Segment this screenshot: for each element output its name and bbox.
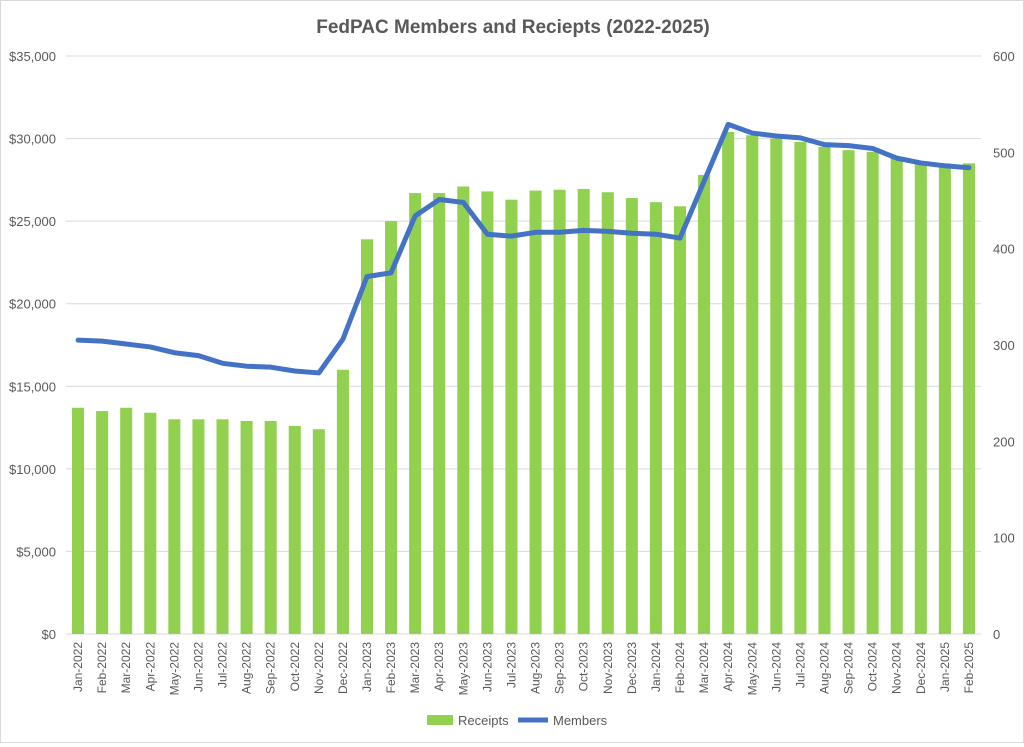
x-tick-label: Apr-2023 xyxy=(432,642,446,692)
bar-receipts xyxy=(698,175,710,634)
y-tick-label: $30,000 xyxy=(9,132,56,147)
legend-members-label: Members xyxy=(553,713,608,728)
x-tick-label: Nov-2023 xyxy=(601,642,615,694)
x-tick-label: Apr-2022 xyxy=(143,642,157,692)
bar-receipts xyxy=(289,426,301,634)
bar-receipts xyxy=(770,139,782,634)
x-tick-label: Jul-2022 xyxy=(216,642,230,688)
x-tick-label: Dec-2022 xyxy=(336,642,350,694)
x-tick-label: Aug-2024 xyxy=(817,642,831,694)
y-tick-label: $0 xyxy=(42,627,56,642)
x-tick-label: Feb-2023 xyxy=(384,642,398,694)
bar-receipts xyxy=(794,142,806,634)
bar-receipts xyxy=(457,186,469,634)
x-tick-label: May-2022 xyxy=(167,642,181,696)
x-tick-label: Aug-2023 xyxy=(529,642,543,694)
bar-receipts xyxy=(505,200,517,634)
x-tick-label: Jan-2022 xyxy=(71,642,85,692)
x-tick-label: Apr-2024 xyxy=(721,642,735,692)
x-tick-label: Feb-2022 xyxy=(95,642,109,694)
bar-receipts xyxy=(650,202,662,634)
x-tick-label: Sep-2024 xyxy=(842,642,856,694)
legend: Receipts Members xyxy=(427,713,608,728)
bar-receipts xyxy=(168,419,180,634)
x-tick-label: Jan-2024 xyxy=(649,642,663,692)
bar-receipts xyxy=(481,191,493,634)
y-tick-label: $15,000 xyxy=(9,379,56,394)
x-tick-label: Mar-2022 xyxy=(119,642,133,694)
x-tick-label: May-2023 xyxy=(456,642,470,696)
x-tick-label: Jul-2024 xyxy=(793,642,807,688)
bar-receipts xyxy=(433,193,445,634)
bar-receipts xyxy=(144,413,156,634)
bar-receipts xyxy=(554,190,566,634)
y-tick-label: $35,000 xyxy=(9,49,56,64)
x-tick-label: Aug-2022 xyxy=(240,642,254,694)
bar-receipts xyxy=(867,152,879,634)
bar-receipts xyxy=(409,193,421,634)
x-tick-label: Jul-2023 xyxy=(504,642,518,688)
bar-receipts xyxy=(602,192,614,634)
bar-receipts xyxy=(265,421,277,634)
legend-receipts-swatch xyxy=(427,715,453,725)
bar-receipts xyxy=(963,163,975,634)
x-tick-label: Oct-2024 xyxy=(866,642,880,692)
x-tick-label: Jan-2025 xyxy=(938,642,952,692)
bar-receipts xyxy=(337,370,349,634)
x-tick-label: Nov-2022 xyxy=(312,642,326,694)
x-tick-label: Oct-2023 xyxy=(577,642,591,692)
bar-receipts xyxy=(818,147,830,634)
bar-receipts xyxy=(722,132,734,634)
bar-receipts xyxy=(120,408,132,634)
line-members xyxy=(78,124,969,373)
chart-title: FedPAC Members and Reciepts (2022-2025) xyxy=(316,17,710,38)
y-tick-label: $25,000 xyxy=(9,214,56,229)
x-tick-label: Jan-2023 xyxy=(360,642,374,692)
y2-tick-label: 400 xyxy=(993,242,1015,257)
y2-tick-label: 200 xyxy=(993,434,1015,449)
bar-receipts xyxy=(891,157,903,634)
x-tick-label: Jun-2022 xyxy=(191,642,205,692)
bar-receipts xyxy=(939,163,951,634)
bar-receipts xyxy=(241,421,253,634)
bar-receipts xyxy=(313,429,325,634)
x-tick-label: Feb-2025 xyxy=(962,642,976,694)
bar-receipts xyxy=(72,408,84,634)
y2-tick-label: 300 xyxy=(993,338,1015,353)
bar-receipts xyxy=(578,189,590,634)
y2-tick-label: 0 xyxy=(993,627,1000,642)
bar-receipts xyxy=(216,419,228,634)
x-tick-label: Dec-2023 xyxy=(625,642,639,694)
bar-receipts xyxy=(843,150,855,634)
bar-receipts xyxy=(746,135,758,634)
bar-receipts xyxy=(385,221,397,634)
x-tick-label: Jun-2023 xyxy=(480,642,494,692)
bar-receipts xyxy=(626,198,638,634)
bar-receipts xyxy=(530,191,542,634)
x-tick-label: Mar-2024 xyxy=(697,642,711,694)
bar-receipts xyxy=(192,419,204,634)
y-tick-label: $20,000 xyxy=(9,297,56,312)
x-tick-label: Oct-2022 xyxy=(288,642,302,692)
x-tick-label: May-2024 xyxy=(745,642,759,696)
y-tick-label: $5,000 xyxy=(16,544,56,559)
x-tick-label: Feb-2024 xyxy=(673,642,687,694)
y2-tick-label: 100 xyxy=(993,531,1015,546)
x-tick-label: Dec-2024 xyxy=(914,642,928,694)
bar-receipts xyxy=(674,206,686,634)
y2-tick-label: 500 xyxy=(993,145,1015,160)
x-tick-label: Mar-2023 xyxy=(408,642,422,694)
bar-receipts xyxy=(361,239,373,634)
x-tick-label: Jun-2024 xyxy=(769,642,783,692)
bar-receipts xyxy=(96,411,108,634)
x-tick-label: Sep-2022 xyxy=(264,642,278,694)
y-tick-label: $10,000 xyxy=(9,462,56,477)
y2-tick-label: 600 xyxy=(993,49,1015,64)
x-tick-label: Nov-2024 xyxy=(890,642,904,694)
bar-receipts xyxy=(915,162,927,634)
legend-receipts-label: Receipts xyxy=(458,713,509,728)
x-tick-label: Sep-2023 xyxy=(553,642,567,694)
